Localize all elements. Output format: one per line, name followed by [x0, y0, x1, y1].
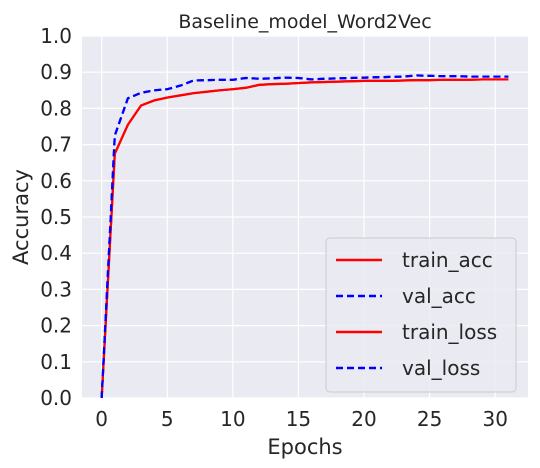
legend-label-train-loss: train_loss [402, 320, 497, 344]
chart-title: Baseline_model_Word2Vec [178, 11, 431, 33]
y-tick-label: 0.6 [40, 169, 72, 193]
y-tick-label: 0.2 [40, 314, 72, 338]
legend-label-val-acc: val_acc [402, 284, 476, 308]
y-tick-label: 0.0 [40, 386, 72, 410]
y-axis-label: Accuracy [9, 169, 33, 265]
x-tick-label: 30 [482, 407, 507, 431]
y-tick-label: 0.9 [40, 60, 72, 84]
x-tick-label: 20 [351, 407, 376, 431]
y-tick-label: 0.5 [40, 205, 72, 229]
x-tick-label: 15 [286, 407, 311, 431]
series-line-train-loss [100, 78, 509, 399]
legend-label-train-acc: train_acc [402, 248, 493, 272]
legend-label-val-loss: val_loss [402, 356, 480, 380]
x-tick-label: 0 [95, 407, 108, 431]
y-tick-label: 0.1 [40, 350, 72, 374]
y-tick-label: 0.4 [40, 241, 72, 265]
series-line-val-loss [100, 74, 509, 399]
x-axis-label: Epochs [267, 435, 342, 459]
y-tick-label: 0.8 [40, 96, 72, 120]
x-tick-label: 5 [161, 407, 174, 431]
x-tick-label: 25 [417, 407, 442, 431]
y-tick-label: 1.0 [40, 24, 72, 48]
y-tick-label: 0.7 [40, 133, 72, 157]
x-tick-label: 10 [220, 407, 245, 431]
y-tick-label: 0.3 [40, 277, 72, 301]
legend-box [325, 237, 517, 393]
